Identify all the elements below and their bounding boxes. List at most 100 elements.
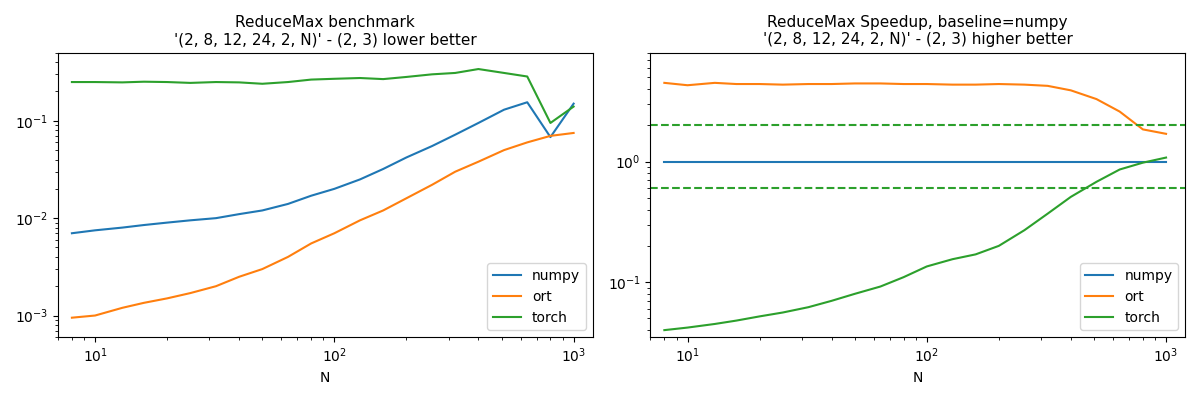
torch (472, 67, 486, 72)
ort (874, 81, 888, 86)
torch (328, 76, 342, 81)
numpy (874, 159, 888, 164)
ort (730, 82, 744, 86)
ort (1135, 127, 1150, 132)
torch (896, 275, 911, 280)
torch (115, 80, 130, 85)
ort (256, 267, 270, 272)
torch (353, 76, 367, 80)
numpy (1063, 159, 1078, 164)
torch (1063, 194, 1078, 199)
numpy (160, 220, 174, 225)
numpy (425, 144, 439, 148)
torch (1090, 179, 1104, 184)
Legend: numpy, ort, torch: numpy, ort, torch (487, 263, 586, 330)
ort (1112, 109, 1127, 114)
torch (88, 80, 102, 84)
numpy (896, 159, 911, 164)
torch (304, 77, 318, 82)
ort (137, 300, 151, 305)
ort (376, 208, 390, 213)
ort (946, 82, 960, 87)
torch (1018, 228, 1032, 232)
numpy (658, 159, 672, 164)
ort (353, 218, 367, 223)
torch (991, 244, 1006, 248)
ort (775, 82, 790, 87)
ort (1090, 97, 1104, 102)
Line: torch: torch (72, 69, 574, 123)
numpy (520, 100, 534, 105)
ort (896, 82, 911, 86)
ort (448, 169, 462, 174)
Line: ort: ort (665, 83, 1166, 134)
torch (1112, 167, 1127, 172)
ort (708, 80, 722, 85)
torch (946, 257, 960, 262)
numpy (1090, 159, 1104, 164)
Line: ort: ort (72, 133, 574, 318)
torch (708, 322, 722, 326)
torch (520, 74, 534, 79)
torch (1135, 160, 1150, 165)
numpy (1040, 159, 1055, 164)
torch (752, 314, 767, 319)
ort (497, 148, 511, 152)
ort (65, 315, 79, 320)
ort (520, 140, 534, 145)
numpy (919, 159, 934, 164)
numpy (376, 166, 390, 171)
torch (209, 80, 223, 84)
ort (658, 80, 672, 85)
ort (919, 82, 934, 86)
numpy (752, 159, 767, 164)
Legend: numpy, ort, torch: numpy, ort, torch (1080, 263, 1178, 330)
ort (991, 82, 1006, 86)
torch (232, 80, 246, 85)
numpy (328, 186, 342, 191)
Line: torch: torch (665, 158, 1166, 330)
numpy (1135, 159, 1150, 164)
torch (544, 120, 558, 125)
numpy (968, 159, 983, 164)
ort (232, 274, 246, 279)
numpy (566, 101, 581, 106)
numpy (824, 159, 839, 164)
torch (184, 80, 198, 85)
torch (281, 80, 295, 84)
numpy (209, 216, 223, 220)
numpy (544, 135, 558, 140)
torch (847, 292, 862, 296)
numpy (304, 193, 318, 198)
ort (184, 291, 198, 296)
ort (566, 130, 581, 135)
ort (680, 83, 695, 88)
ort (425, 182, 439, 187)
numpy (708, 159, 722, 164)
torch (919, 264, 934, 269)
ort (88, 313, 102, 318)
numpy (448, 132, 462, 137)
torch (874, 284, 888, 289)
torch (376, 77, 390, 82)
numpy (472, 120, 486, 125)
torch (400, 74, 414, 79)
numpy (256, 208, 270, 213)
numpy (281, 202, 295, 206)
numpy (802, 159, 816, 164)
ort (752, 82, 767, 86)
numpy (1018, 159, 1032, 164)
torch (1040, 211, 1055, 216)
numpy (115, 225, 130, 230)
ort (824, 82, 839, 86)
numpy (1112, 159, 1127, 164)
ort (1063, 88, 1078, 93)
numpy (65, 231, 79, 236)
numpy (88, 228, 102, 233)
torch (968, 252, 983, 257)
numpy (232, 212, 246, 216)
numpy (680, 159, 695, 164)
torch (256, 81, 270, 86)
ort (1018, 82, 1032, 87)
ort (328, 231, 342, 236)
